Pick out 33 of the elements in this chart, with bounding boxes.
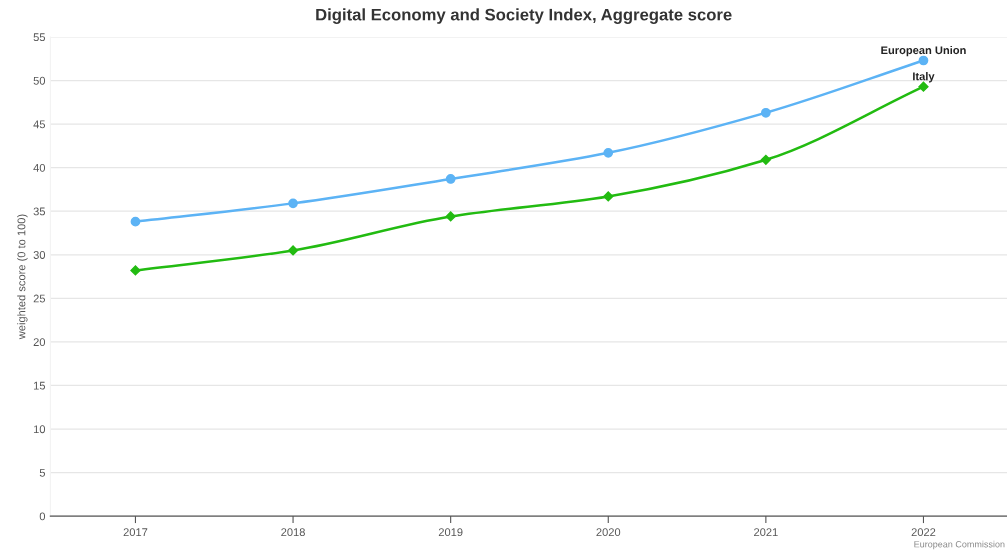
series-label: Italy (913, 72, 935, 83)
y-tick-label: 0 (39, 512, 46, 521)
series-label: European Union (881, 45, 966, 57)
text: European Commission (914, 540, 1005, 550)
point (445, 211, 456, 222)
point (603, 191, 614, 202)
point (760, 154, 771, 165)
y-tick-label: 40 (33, 163, 46, 172)
x-tick-label: 2021 (754, 528, 778, 537)
y-tick-label: 25 (33, 294, 46, 303)
y-tick-label: 20 (33, 338, 46, 347)
x-tick-label: 2020 (596, 528, 621, 537)
y-tick-label: 5 (39, 468, 46, 477)
y-tick-label: 55 (33, 33, 46, 42)
point (603, 147, 614, 158)
y-axis-title: weighted score (0 to 100) (17, 214, 28, 340)
chart-title: Digital Economy and Society Index, Aggregate score (316, 8, 732, 24)
x-tick-label: 2017 (123, 528, 148, 537)
y-tick-label: 50 (33, 76, 46, 85)
x-tick-label: 2022 (911, 528, 936, 537)
y-tick-label: 35 (33, 207, 46, 216)
y-tick-label: 15 (33, 381, 46, 390)
y-tick-label: 30 (33, 251, 46, 259)
point (130, 216, 141, 227)
point (287, 245, 299, 256)
x-tick-label: 2018 (281, 528, 305, 537)
point (761, 107, 771, 118)
x-tick-label: 2019 (438, 528, 463, 537)
point (445, 174, 456, 184)
y-tick-label: 10 (33, 425, 46, 434)
point (130, 265, 141, 276)
y-tick-label: 45 (33, 120, 46, 129)
point (288, 198, 298, 209)
